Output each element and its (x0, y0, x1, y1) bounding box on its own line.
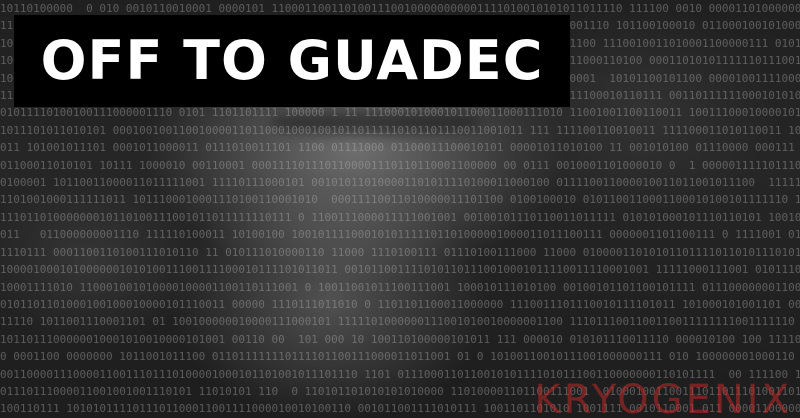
portrait-glasses-shadow (270, 112, 480, 134)
title-banner: OFF TO GUADEC (14, 15, 570, 107)
kryogenix-logo-watermark: KRYOGENIX (534, 377, 792, 418)
page-title: OFF TO GUADEC (40, 29, 544, 92)
